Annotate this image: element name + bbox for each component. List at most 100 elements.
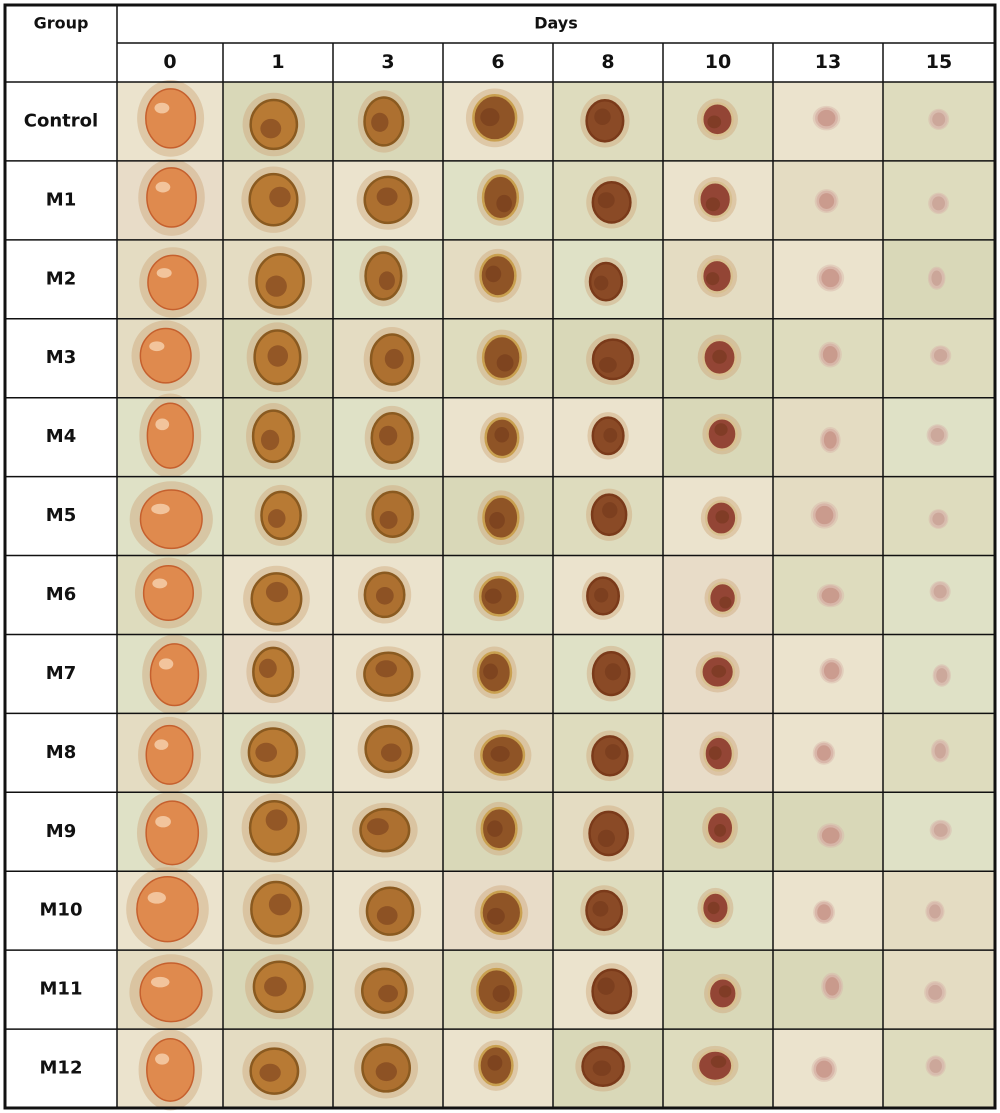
- wound-photo: [333, 713, 443, 793]
- wound-photo: [443, 950, 553, 1030]
- scab: [378, 984, 398, 1003]
- wound: [928, 425, 947, 445]
- highlight: [156, 268, 172, 278]
- wound-photo: [553, 397, 663, 477]
- wound-photo: [663, 1029, 773, 1108]
- wound-photo: [333, 950, 443, 1030]
- day-label: 13: [815, 51, 841, 73]
- scab: [267, 509, 286, 528]
- wound: [136, 876, 199, 943]
- wound-photo: [117, 476, 223, 558]
- wound-photo: [883, 1029, 995, 1108]
- wound-photo: [883, 82, 995, 161]
- scab: [265, 581, 289, 603]
- wound-photo: [553, 476, 663, 556]
- group-label: M8: [46, 742, 76, 763]
- highlight: [154, 739, 169, 750]
- wound-photo: [223, 476, 333, 556]
- highlight: [155, 815, 171, 828]
- scab: [705, 197, 721, 212]
- scab: [487, 1055, 503, 1071]
- wound-photo: [773, 82, 883, 161]
- wound-photo: [223, 239, 333, 319]
- scab: [594, 275, 609, 291]
- wound-photo: [773, 1029, 883, 1108]
- wound-photo: [333, 239, 443, 319]
- scab: [597, 829, 615, 848]
- wound-photo: [223, 792, 333, 872]
- wound-photo: [663, 239, 773, 319]
- wound-photo: [117, 159, 223, 240]
- highlight: [158, 658, 174, 670]
- wound: [933, 665, 950, 686]
- scab: [594, 587, 609, 603]
- wound: [931, 820, 951, 840]
- photo-grid: [117, 80, 995, 1111]
- wound: [821, 428, 840, 452]
- wound: [929, 193, 948, 213]
- wound: [818, 266, 842, 290]
- wound: [147, 254, 199, 311]
- scab: [602, 502, 618, 519]
- wound-photo: [663, 476, 773, 556]
- wound-photo: [443, 1029, 553, 1108]
- wound-photo: [663, 82, 773, 161]
- wound-photo: [553, 871, 663, 951]
- scab: [260, 429, 280, 451]
- wound-photo: [443, 160, 553, 240]
- scab: [384, 348, 404, 369]
- wound: [821, 659, 842, 682]
- scab: [715, 510, 730, 524]
- wound-photo: [773, 871, 883, 951]
- wound-photo: [223, 82, 333, 161]
- wound-photo: [117, 867, 223, 952]
- wound-photo: [443, 555, 553, 635]
- wound: [820, 343, 841, 366]
- wound: [929, 510, 948, 528]
- scab: [371, 112, 389, 132]
- group-label: Control: [24, 110, 98, 131]
- wound: [812, 503, 836, 527]
- group-label: M1: [46, 189, 76, 210]
- wound: [814, 742, 834, 764]
- scab: [714, 423, 728, 436]
- scab: [711, 664, 727, 678]
- wound-photo: [663, 871, 773, 951]
- wound: [146, 167, 197, 228]
- wound: [145, 724, 194, 785]
- scab: [487, 820, 503, 837]
- group-label: M5: [46, 505, 76, 526]
- wound-photo: [117, 239, 223, 319]
- group-label: M10: [40, 900, 83, 921]
- wound: [139, 489, 203, 550]
- group-label: M12: [40, 1058, 83, 1079]
- wound-photo: [663, 713, 773, 793]
- wound-photo: [883, 476, 995, 556]
- wound: [931, 346, 950, 365]
- wound-photo: [883, 318, 995, 398]
- highlight: [155, 418, 170, 431]
- wound-photo: [553, 160, 663, 240]
- scab: [265, 275, 287, 297]
- wound-photo: [333, 318, 443, 398]
- day-label: 8: [601, 51, 614, 73]
- highlight: [155, 1053, 170, 1065]
- wound-photo: [773, 713, 883, 793]
- wound: [822, 974, 842, 999]
- wound: [925, 982, 945, 1003]
- wound-photo: [223, 713, 333, 793]
- wound-photo: [223, 160, 333, 240]
- wound: [926, 1056, 945, 1076]
- scab: [707, 115, 722, 129]
- wound-photo: [773, 476, 883, 556]
- wound-photo: [117, 791, 223, 875]
- wound-photo: [883, 160, 995, 240]
- day-label: 10: [705, 51, 731, 73]
- highlight: [150, 976, 170, 988]
- wound-photo: [117, 713, 223, 793]
- wound-photo: [553, 1029, 663, 1108]
- scab: [375, 660, 397, 678]
- wound-photo: [223, 318, 333, 398]
- wound-photo: [333, 555, 443, 635]
